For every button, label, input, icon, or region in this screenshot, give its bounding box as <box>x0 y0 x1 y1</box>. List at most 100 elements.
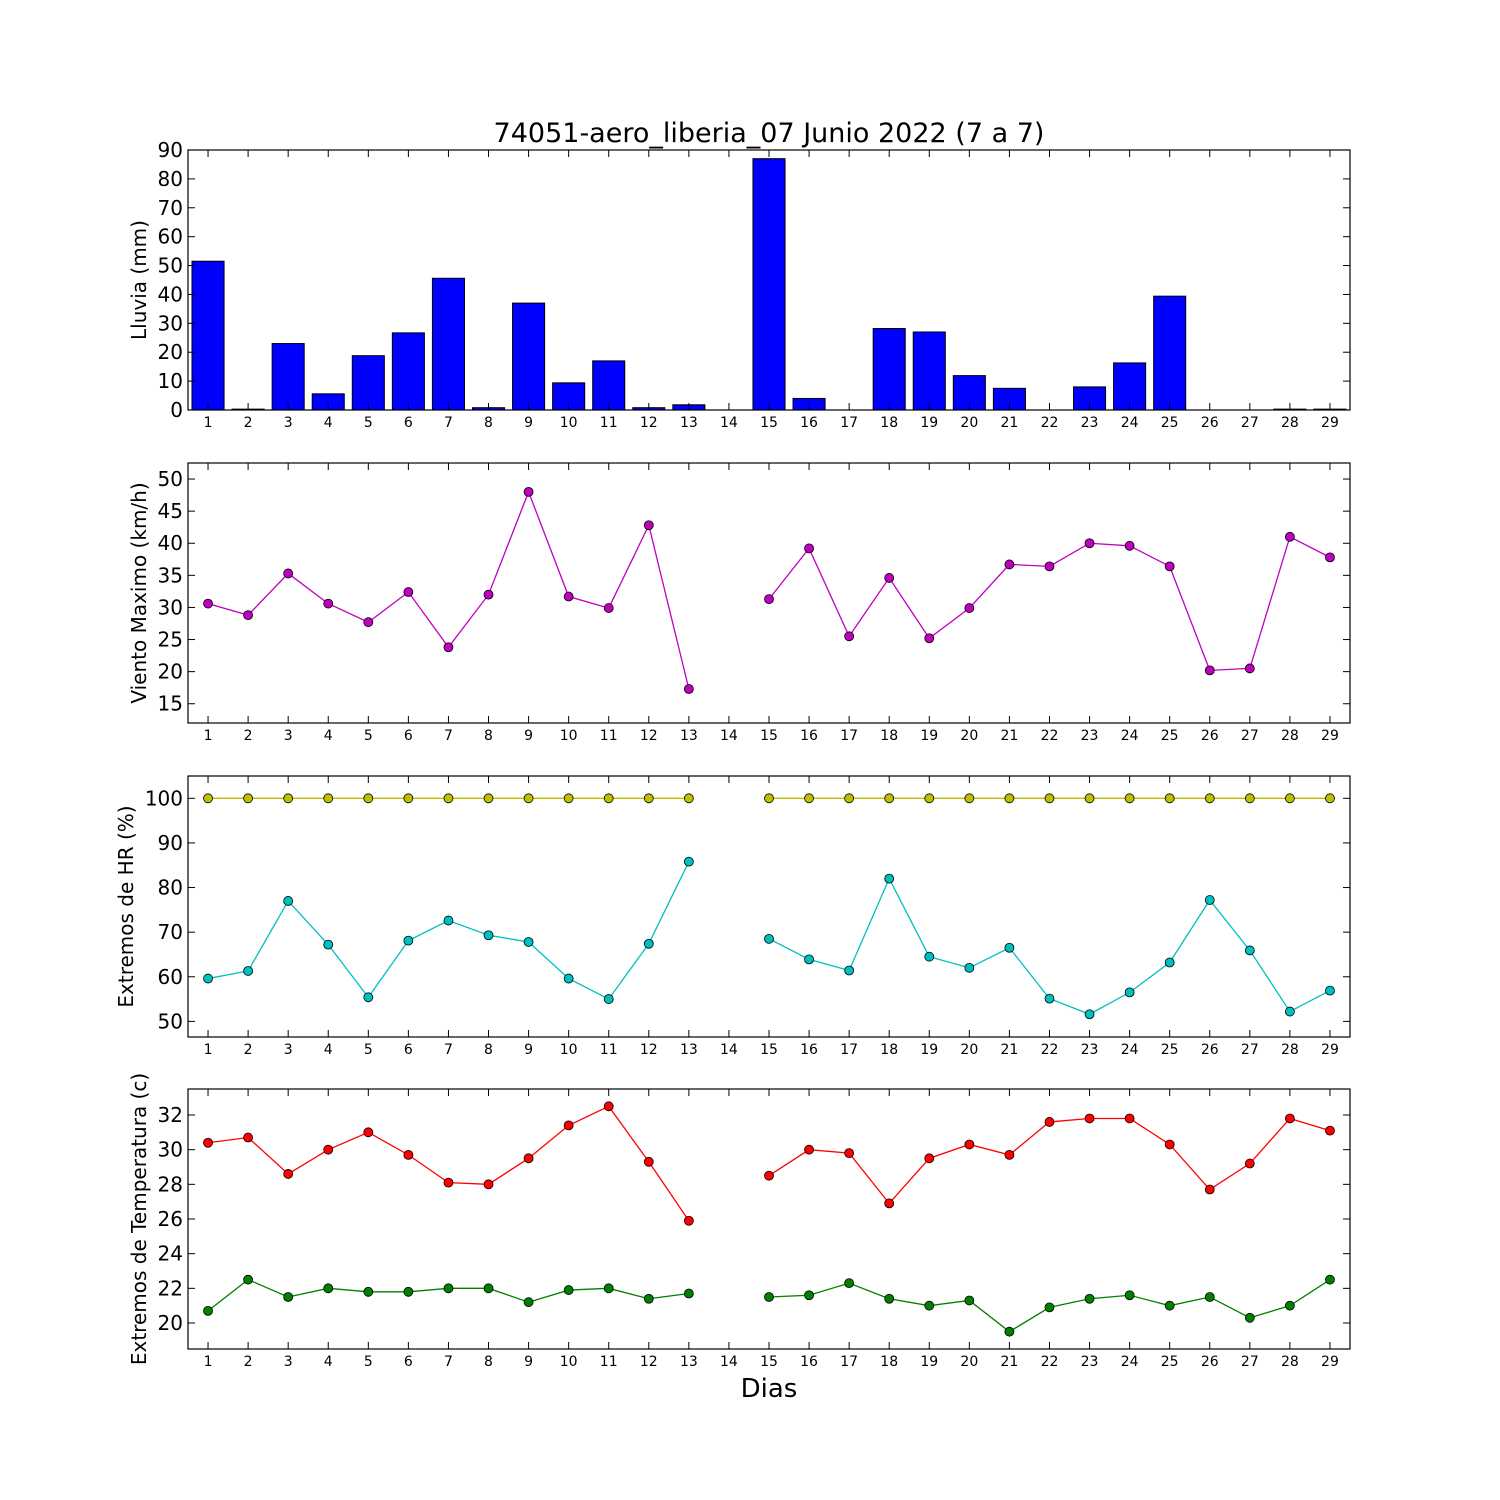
x-tick-label: 22 <box>1041 728 1059 744</box>
series-1-point-day-16 <box>804 543 814 554</box>
x-tick-label: 22 <box>1041 1354 1059 1370</box>
series-1-point-day-8 <box>483 793 494 804</box>
x-tick-label: 4 <box>324 415 333 431</box>
series-1-point-day-26 <box>1204 1184 1215 1195</box>
series-1-point-day-12 <box>643 520 654 531</box>
series-1-point-day-6 <box>403 587 414 597</box>
y-tick-label: 26 <box>158 1207 183 1231</box>
series-1-point-day-19 <box>924 1153 935 1164</box>
y-axis-label: Extremos de Temperatura (c) <box>127 1073 151 1365</box>
series-2-point-day-19 <box>924 1300 935 1311</box>
series-1-point-day-13 <box>683 1215 694 1226</box>
x-tick-label: 16 <box>800 728 818 744</box>
x-tick-label: 7 <box>444 728 453 744</box>
x-tick-label: 18 <box>880 1354 898 1370</box>
x-tick-label: 27 <box>1241 1042 1259 1058</box>
bar-day-6 <box>391 332 425 411</box>
series-1-point-day-25 <box>1164 561 1175 572</box>
series-1-point-day-2 <box>243 610 254 621</box>
y-tick-label: 15 <box>158 692 183 716</box>
series-2-point-day-26 <box>1204 1292 1215 1302</box>
y-tick-label: 70 <box>158 920 183 944</box>
x-tick-label: 1 <box>204 1042 213 1058</box>
chart-title: 74051-aero_liberia_07 Junio 2022 (7 a 7) <box>494 118 1045 149</box>
series-1-point-day-19 <box>924 793 935 804</box>
bar-day-11 <box>592 360 626 411</box>
x-tick-label: 12 <box>640 1354 658 1370</box>
series-1-point-day-28 <box>1284 1113 1295 1124</box>
series-2-point-day-16 <box>804 1290 814 1301</box>
bar-day-3 <box>271 343 305 411</box>
bar-day-24 <box>1113 362 1147 411</box>
series-1-point-day-15 <box>764 1170 774 1181</box>
series-1-point-day-28 <box>1284 531 1295 542</box>
bar-day-18 <box>872 328 906 411</box>
series-1-point-day-5 <box>363 617 374 628</box>
series-1-point-day-5 <box>363 793 374 804</box>
x-tick-label: 11 <box>600 728 618 744</box>
x-tick-label: 2 <box>244 728 253 744</box>
series-2-point-day-25 <box>1164 957 1175 968</box>
x-tick-label: 8 <box>484 1354 493 1370</box>
series-1-point-day-8 <box>483 589 494 600</box>
y-axis-label: Extremos de HR (%) <box>114 805 138 1007</box>
bar-day-1 <box>191 260 225 411</box>
series-2-point-day-17 <box>844 1278 855 1289</box>
x-tick-label: 6 <box>404 1042 413 1058</box>
series-1-point-day-18 <box>884 793 895 804</box>
x-tick-label: 1 <box>204 415 213 431</box>
series-1-point-day-17 <box>844 631 855 642</box>
x-tick-label: 15 <box>760 728 778 744</box>
y-tick-label: 10 <box>158 369 183 393</box>
x-tick-label: 15 <box>760 1354 778 1370</box>
series-1-point-day-4 <box>323 1144 334 1155</box>
y-tick-label: 30 <box>158 1138 183 1162</box>
y-tick-label: 24 <box>158 1242 183 1266</box>
x-tick-label: 9 <box>524 1354 533 1370</box>
series-1-point-day-23 <box>1084 1113 1095 1124</box>
series-1-point-day-27 <box>1244 663 1255 674</box>
x-tick-label: 24 <box>1121 1042 1139 1058</box>
x-tick-label: 20 <box>960 1042 978 1058</box>
series-2-point-day-6 <box>403 1286 414 1297</box>
series-1-point-day-22 <box>1044 793 1055 804</box>
x-tick-label: 23 <box>1081 415 1099 431</box>
x-tick-label: 29 <box>1321 415 1339 431</box>
series-1-point-day-3 <box>283 1169 294 1179</box>
series-2-point-day-19 <box>924 951 935 962</box>
bar-day-25 <box>1153 295 1187 411</box>
x-tick-label: 27 <box>1241 728 1259 744</box>
series-2-point-day-24 <box>1124 987 1135 998</box>
series-1-point-day-15 <box>764 793 774 804</box>
series-2-point-day-1 <box>203 973 213 984</box>
series-1-point-day-24 <box>1124 1113 1135 1124</box>
y-axis-label: Viento Maximo (km/h) <box>127 482 151 703</box>
x-tick-label: 14 <box>720 1354 738 1370</box>
x-tick-label: 19 <box>920 728 938 744</box>
series-1-point-day-18 <box>884 573 895 583</box>
x-tick-label: 8 <box>484 415 493 431</box>
x-tick-label: 5 <box>364 728 373 744</box>
x-tick-label: 1 <box>204 1354 213 1370</box>
series-1-point-day-2 <box>243 1132 254 1143</box>
x-tick-label: 23 <box>1081 1042 1099 1058</box>
x-tick-label: 14 <box>720 1042 738 1058</box>
series-2-point-day-4 <box>323 1283 334 1294</box>
x-tick-label: 24 <box>1121 728 1139 744</box>
series-2-point-day-3 <box>283 1292 294 1302</box>
x-tick-label: 10 <box>560 1042 578 1058</box>
y-tick-label: 50 <box>158 1009 183 1033</box>
series-1-point-day-20 <box>964 793 975 804</box>
series-2-point-day-7 <box>443 1283 454 1294</box>
x-tick-label: 3 <box>284 728 293 744</box>
bar-day-19 <box>912 331 946 411</box>
series-2-point-day-10 <box>563 973 574 984</box>
series-1-point-day-29 <box>1325 1125 1335 1136</box>
y-tick-label: 60 <box>158 225 183 249</box>
series-2-point-day-23 <box>1084 1293 1095 1304</box>
series-2-point-day-22 <box>1044 1302 1055 1313</box>
x-tick-label: 28 <box>1281 1042 1299 1058</box>
series-2-point-day-18 <box>884 1293 895 1304</box>
